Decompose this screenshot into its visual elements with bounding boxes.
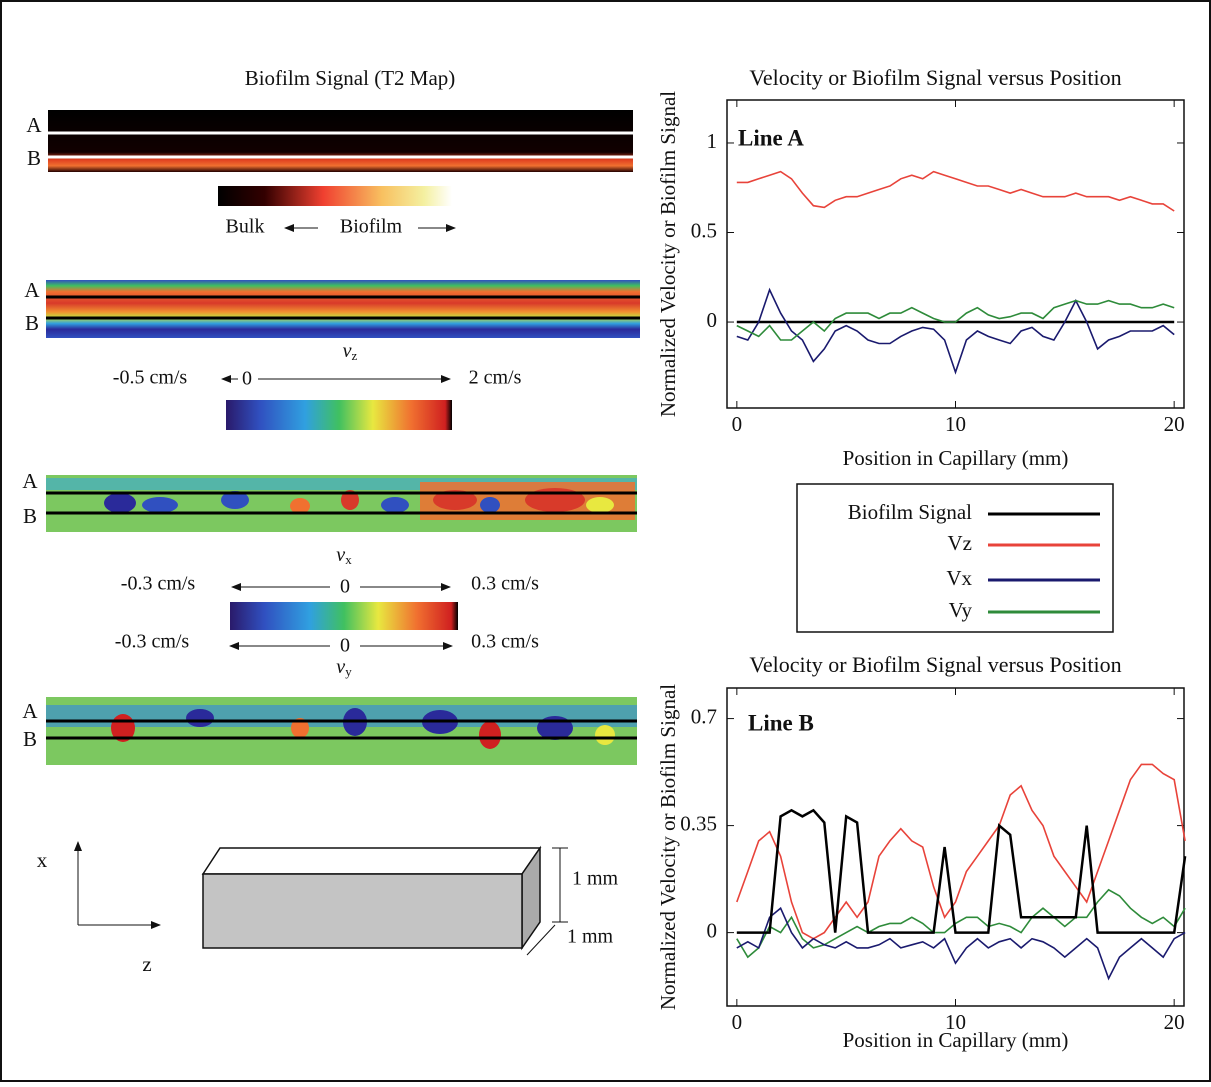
row-label: B [25,311,39,335]
scale-label: -0.3 cm/s [121,573,196,595]
map-label: vz [343,340,358,363]
axis-label: z [142,952,151,976]
chart-title: Velocity or Biofilm Signal versus Positi… [749,652,1121,677]
x-tick-label: 0 [732,412,743,436]
colorbar [218,186,452,206]
label-main: v [336,544,345,566]
series-line [737,810,1185,932]
map-title: Biofilm Signal (T2 Map) [245,66,456,90]
x-tick-label: 10 [945,412,966,436]
x-tick-label: 20 [1164,412,1185,436]
map-label: vy [336,656,352,679]
scale-label: 0.3 cm/s [471,573,539,595]
x-tick-label: 10 [945,1010,966,1034]
scale-label: 0 [242,368,252,390]
row-label: A [22,469,38,493]
row-label: B [23,504,37,528]
figure: Biofilm Signal (T2 Map) A B Bulk Biofilm… [0,0,1211,1082]
y-tick-label: 1 [707,129,718,153]
series-line [737,301,1174,340]
legend-label: Vx [946,566,972,590]
scale-label: 0.3 cm/s [471,631,539,653]
annotation: Line A [738,125,804,150]
x-tick-label: 0 [732,1010,743,1034]
box-top [203,848,540,874]
box-front [203,874,522,948]
map-label: vx [336,544,352,567]
label-sub: y [345,664,352,679]
series-line [737,908,1185,978]
legend-label: Vy [949,598,973,622]
scale-label: 2 cm/s [469,367,522,389]
row-label: A [24,278,40,302]
axis-label: x [37,848,48,872]
dimension-label: 1 mm [572,868,619,890]
scale-label: 0 [340,576,350,598]
y-tick-label: 0.35 [680,811,717,835]
colorbar [226,400,452,430]
legend-label: Biofilm Signal [848,500,972,524]
dimension-label: 1 mm [567,926,614,948]
y-tick-label: 0.7 [691,704,717,728]
label-main: v [343,340,352,362]
scale-label: 0 [340,635,350,657]
annotation: Line B [748,710,814,735]
row-label: B [27,146,41,170]
chart-title: Velocity or Biofilm Signal versus Positi… [749,65,1121,90]
y-axis-label: Normalized Velocity or Biofilm Signal [656,91,680,417]
y-tick-label: 0 [707,918,718,942]
scale-label: -0.3 cm/s [115,631,190,653]
series-line [737,172,1174,211]
y-tick-label: 0 [707,308,718,332]
label-sub: z [352,348,358,363]
row-label: A [26,113,42,137]
scale-label: -0.5 cm/s [113,367,188,389]
vz-map [46,280,640,338]
x-axis-label: Position in Capillary (mm) [843,446,1069,470]
label-sub: x [345,552,352,567]
row-label: B [23,727,37,751]
x-tick-label: 20 [1164,1010,1185,1034]
colorbar [230,602,458,630]
scale-label: Biofilm [340,216,403,238]
scale-label: Bulk [226,216,265,238]
row-label: A [22,699,38,723]
y-tick-label: 0.5 [691,218,717,242]
legend-label: Vz [948,531,973,555]
plot-area [727,688,1184,1006]
y-axis-label: Normalized Velocity or Biofilm Signal [656,684,680,1010]
t2-map [48,110,633,172]
label-main: v [336,656,345,678]
series-line [737,764,1185,938]
